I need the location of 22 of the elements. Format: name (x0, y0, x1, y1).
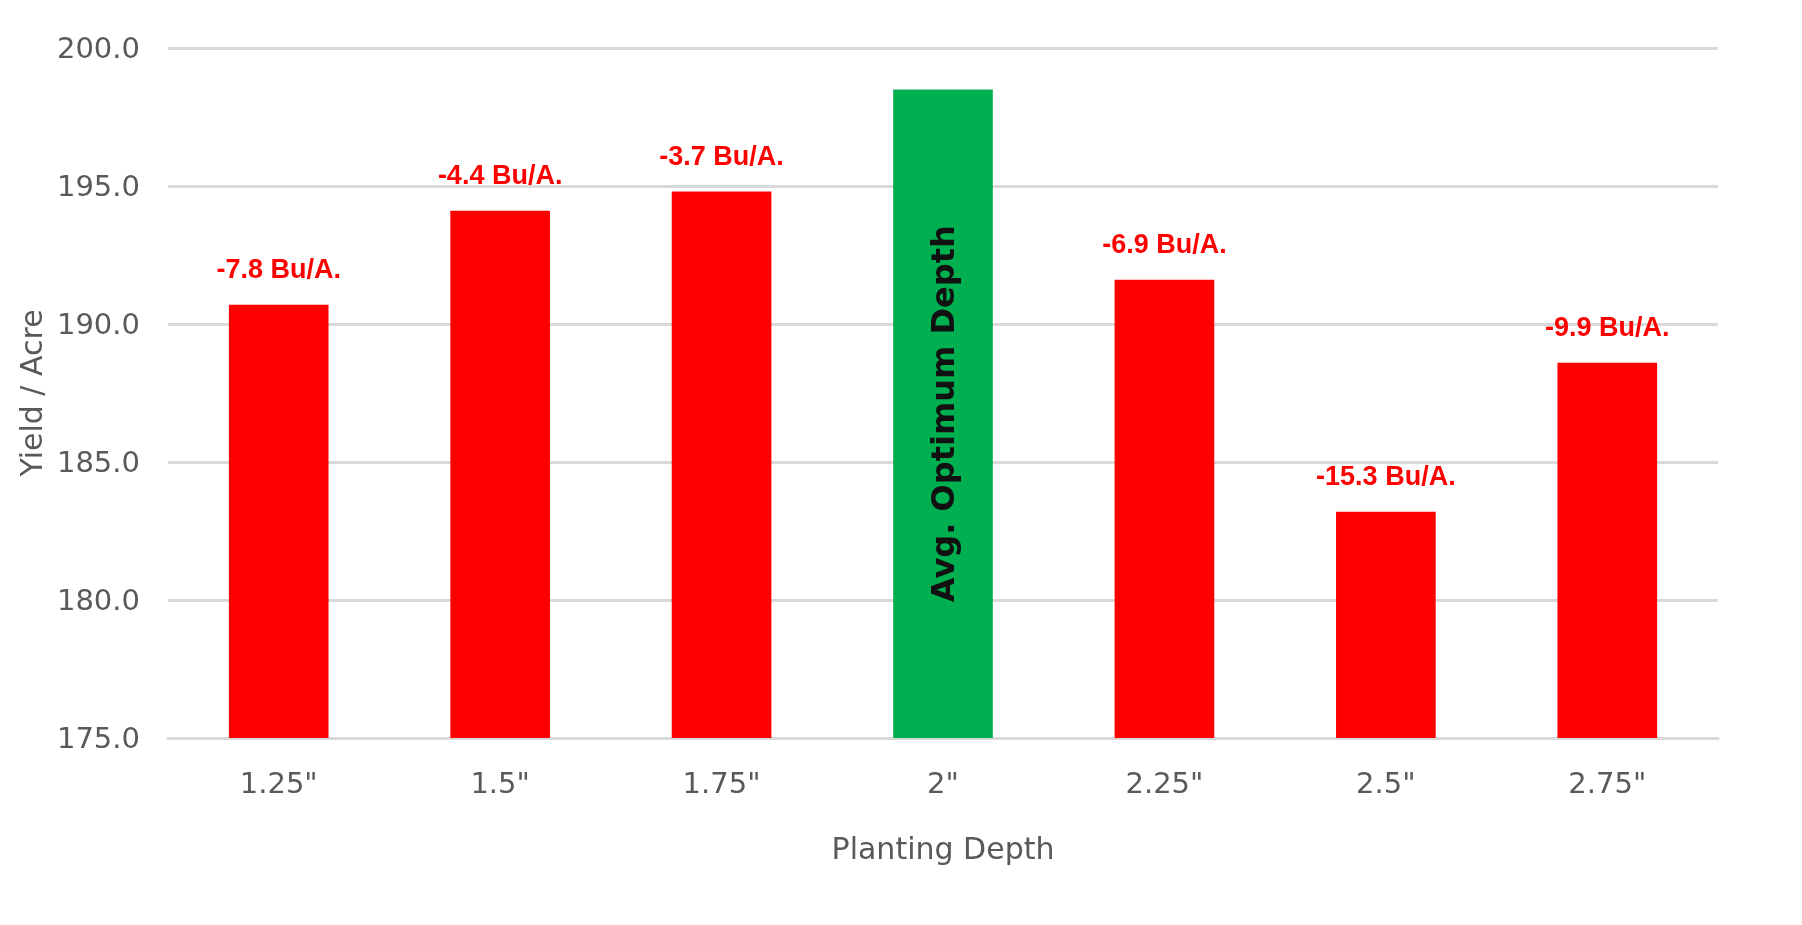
x-tick-label: 2.25" (1125, 765, 1204, 800)
x-tick-label: 1.75" (682, 765, 761, 800)
y-tick-label: 190.0 (56, 307, 140, 341)
y-tick-label: 200.0 (56, 31, 140, 65)
x-axis-title: Planting Depth (831, 830, 1055, 866)
annotation: -3.7 Bu/A. (659, 141, 784, 172)
y-tick-label: 185.0 (56, 445, 140, 479)
y-tick-label: 195.0 (56, 169, 140, 203)
annotation: Avg. Optimum Depth (924, 225, 962, 603)
x-tick-label: 1.5" (470, 765, 530, 800)
annotation: -7.8 Bu/A. (216, 254, 341, 285)
annotation: -4.4 Bu/A. (437, 160, 563, 191)
annotation: -6.9 Bu/A. (1102, 229, 1227, 260)
x-tick-label: 2.75" (1568, 765, 1647, 800)
annotation: -15.3 Bu/A. (1316, 461, 1456, 492)
y-axis-title: Yield / Acre (13, 309, 49, 478)
x-tick-label: 2.5" (1356, 765, 1416, 800)
y-tick-label: 180.0 (56, 583, 140, 617)
x-tick-label: 1.25" (239, 765, 318, 800)
annotation: -9.9 Bu/A. (1545, 312, 1670, 343)
x-tick-label: 2" (927, 765, 959, 800)
y-tick-label: 175.0 (56, 721, 140, 755)
